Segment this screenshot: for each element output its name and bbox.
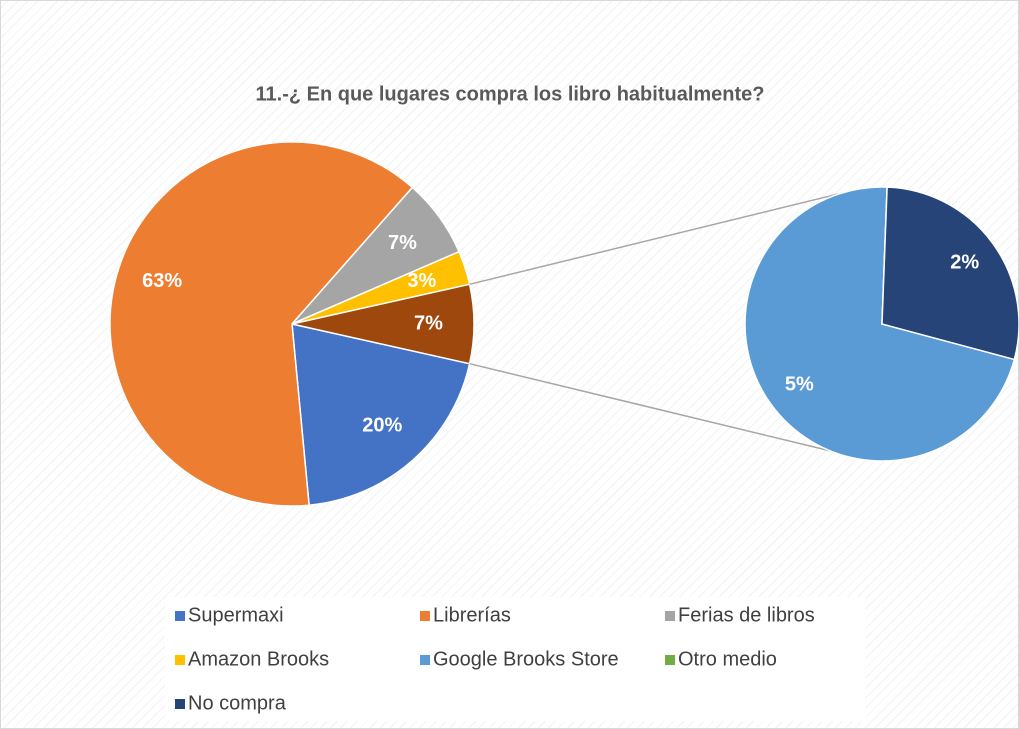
data-label: 7%: [388, 232, 417, 254]
legend-swatch: [665, 611, 675, 621]
legend-label: Librerías: [433, 604, 511, 626]
pie-slice: [109, 141, 414, 507]
data-label: 7%: [414, 312, 443, 334]
data-label: 20%: [362, 415, 402, 437]
legend-label: Google Brooks Store: [433, 648, 619, 670]
legend-swatch: [175, 611, 185, 621]
pie-slice: [744, 186, 1016, 462]
legend-label: No compra: [188, 692, 287, 714]
legend-swatch: [175, 699, 185, 709]
legend-box: [165, 597, 865, 721]
data-label: 2%: [950, 251, 979, 273]
legend-label: Otro medio: [678, 648, 777, 670]
connector-line: [469, 188, 859, 286]
legend-swatch: [175, 655, 185, 665]
connector-line: [469, 362, 831, 452]
data-label: 3%: [407, 270, 436, 292]
pie-slice: [291, 283, 475, 365]
legend-swatch: [420, 611, 430, 621]
data-label: 5%: [785, 373, 814, 395]
legend-label: Ferias de libros: [678, 604, 815, 626]
legend-swatch: [420, 655, 430, 665]
pie-slice: [291, 323, 471, 507]
chart-title: 11.-¿ En que lugares compra los libro ha…: [256, 83, 765, 105]
legend-label: Amazon Brooks: [188, 648, 329, 670]
data-label: 63%: [142, 270, 182, 292]
legend-label: Supermaxi: [188, 604, 284, 626]
legend-swatch: [665, 655, 675, 665]
